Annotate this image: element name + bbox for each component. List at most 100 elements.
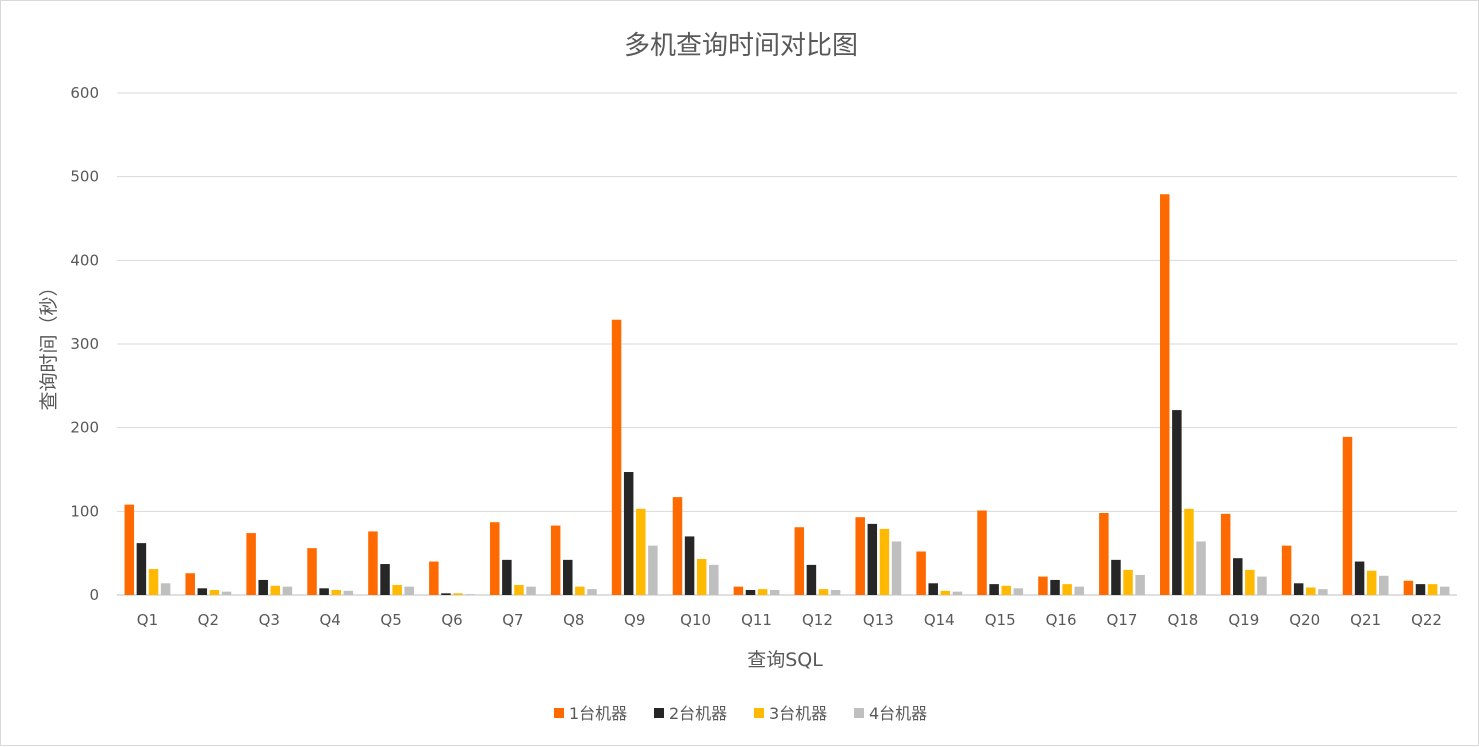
x-tick-label: Q12 — [802, 611, 833, 629]
bar-q22-series-4 — [1439, 586, 1450, 595]
y-tick-label: 200 — [70, 419, 99, 437]
x-tick-label: Q10 — [680, 611, 711, 629]
bar-q15-series-3 — [1001, 585, 1011, 595]
legend-swatch — [754, 708, 764, 718]
bar-q7-series-2 — [502, 559, 512, 595]
bar-q5-series-3 — [392, 584, 402, 595]
bar-q11-series-3 — [757, 589, 768, 595]
bar-q19-series-3 — [1245, 569, 1255, 595]
bars — [124, 194, 1450, 595]
bar-q2-series-1 — [185, 573, 195, 595]
x-tick-label: Q11 — [741, 611, 772, 629]
bar-q21-series-1 — [1342, 436, 1353, 595]
y-tick-label: 600 — [70, 84, 99, 102]
y-tick-label: 0 — [89, 586, 99, 604]
bar-q12-series-1 — [794, 527, 805, 595]
bar-q16-series-2 — [1050, 579, 1060, 595]
bar-q6-series-2 — [441, 593, 451, 595]
y-axis-title: 查询时间（秒） — [38, 277, 60, 410]
chart-title: 多机查询时间对比图 — [624, 31, 858, 61]
bar-q17-series-4 — [1135, 574, 1145, 595]
bar-q5-series-4 — [404, 586, 414, 595]
bar-q18-series-3 — [1184, 508, 1194, 595]
bar-q3-series-4 — [282, 586, 293, 595]
bar-q3-series-2 — [258, 579, 268, 595]
bar-q17-series-2 — [1111, 559, 1121, 595]
bar-q7-series-3 — [514, 584, 524, 595]
bar-q22-series-2 — [1415, 584, 1426, 595]
x-tick-label: Q7 — [502, 611, 523, 629]
bar-q13-series-1 — [855, 517, 865, 595]
bar-q17-series-3 — [1123, 569, 1133, 595]
bar-q20-series-1 — [1281, 545, 1292, 595]
bar-q18-series-1 — [1160, 194, 1170, 595]
legend: 1台机器 2台机器 3台机器 4台机器 — [554, 704, 927, 723]
bar-q19-series-1 — [1220, 513, 1231, 595]
bar-q13-series-3 — [879, 528, 890, 595]
bar-q20-series-2 — [1293, 583, 1304, 595]
bar-q4-series-4 — [343, 590, 354, 595]
bar-q16-series-1 — [1038, 576, 1048, 595]
x-tick-label: Q16 — [1046, 611, 1077, 629]
bar-q11-series-4 — [769, 589, 780, 595]
bar-q19-series-4 — [1257, 576, 1267, 595]
x-tick-label: Q3 — [259, 611, 280, 629]
x-tick-label: Q6 — [441, 611, 462, 629]
bar-q13-series-4 — [891, 541, 902, 595]
x-tick-labels: Q1 Q2 Q3 Q4 Q5 Q6 Q7 Q8 Q9 Q10 Q11 Q12 Q13 Q14 Q15 Q16 Q… — [137, 611, 1442, 629]
bar-q4-series-2 — [319, 588, 329, 595]
x-tick-label: Q1 — [137, 611, 158, 629]
x-tick-label: Q5 — [380, 611, 401, 629]
bar-q2-series-3 — [209, 589, 220, 595]
bar-q16-series-3 — [1062, 584, 1072, 595]
bar-q3-series-1 — [246, 533, 256, 595]
bar-q19-series-2 — [1233, 558, 1243, 595]
bar-q10-series-1 — [672, 497, 683, 595]
bar-q12-series-2 — [806, 564, 817, 595]
x-tick-label: Q20 — [1289, 611, 1320, 629]
y-tick-label: 400 — [70, 251, 99, 269]
x-tick-label: Q18 — [1167, 611, 1198, 629]
bar-q20-series-3 — [1306, 587, 1316, 595]
bar-q2-series-2 — [197, 588, 208, 595]
bar-q5-series-2 — [380, 564, 390, 595]
bar-q18-series-4 — [1196, 541, 1206, 595]
bar-q1-series-1 — [124, 504, 135, 595]
legend-label: 4台机器 — [869, 704, 927, 723]
x-tick-label: Q8 — [563, 611, 584, 629]
y-tick-label: 300 — [70, 335, 99, 353]
bar-q1-series-2 — [136, 543, 147, 595]
legend-label: 3台机器 — [769, 704, 827, 723]
bar-q9-series-2 — [623, 472, 634, 595]
bar-q16-series-4 — [1074, 586, 1084, 595]
bar-q14-series-4 — [952, 591, 963, 595]
bar-q13-series-2 — [867, 523, 878, 595]
x-tick-label: Q19 — [1228, 611, 1259, 629]
bar-q11-series-1 — [733, 586, 744, 595]
bar-q8-series-4 — [587, 589, 597, 595]
x-tick-label: Q13 — [863, 611, 894, 629]
bar-q15-series-2 — [989, 584, 999, 595]
bar-q6-series-3 — [453, 593, 463, 595]
bar-q22-series-1 — [1403, 580, 1414, 595]
legend-swatch — [854, 708, 864, 718]
bar-q1-series-4 — [160, 583, 171, 595]
x-tick-label: Q17 — [1107, 611, 1138, 629]
bar-q18-series-2 — [1172, 410, 1182, 595]
legend-label: 1台机器 — [569, 704, 627, 723]
x-tick-label: Q21 — [1350, 611, 1381, 629]
y-tick-label: 500 — [70, 168, 99, 186]
bar-q7-series-4 — [526, 586, 536, 595]
bar-q4-series-1 — [307, 548, 317, 595]
x-tick-label: Q22 — [1411, 611, 1442, 629]
bar-q3-series-3 — [270, 585, 281, 595]
bar-q8-series-2 — [563, 559, 573, 595]
bar-q11-series-2 — [745, 589, 756, 595]
bar-q9-series-4 — [648, 545, 658, 595]
bar-q21-series-2 — [1354, 561, 1365, 595]
bar-q14-series-2 — [928, 583, 938, 595]
x-tick-label: Q9 — [624, 611, 645, 629]
legend-swatch — [554, 708, 564, 718]
